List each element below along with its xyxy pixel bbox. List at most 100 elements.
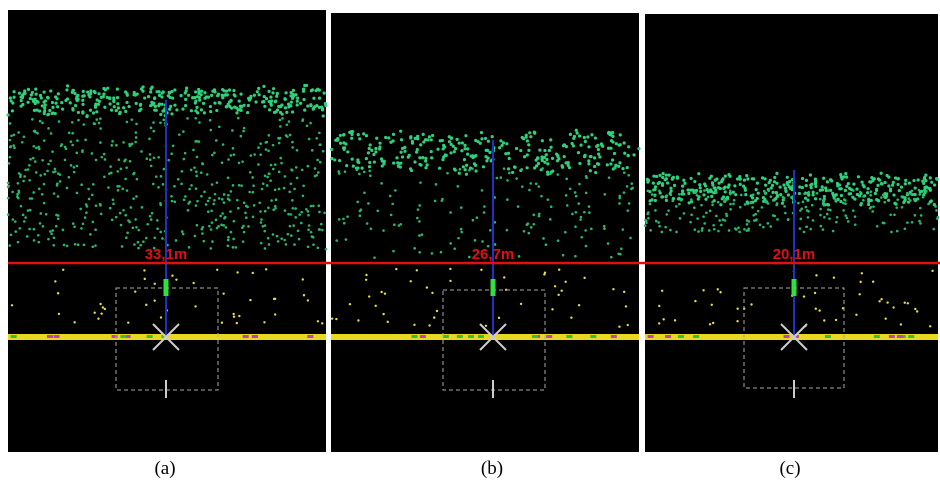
canopy-point	[94, 244, 97, 247]
canopy-point	[31, 197, 34, 200]
canopy-point	[207, 210, 210, 213]
canopy-point	[910, 193, 913, 196]
canopy-point	[66, 187, 69, 190]
canopy-point	[421, 233, 424, 236]
canopy-point	[562, 254, 565, 257]
canopy-point	[369, 143, 372, 146]
canopy-point	[363, 171, 366, 174]
canopy-point	[216, 181, 219, 184]
canopy-point	[525, 136, 528, 139]
canopy-point	[670, 194, 673, 197]
canopy-point	[230, 107, 233, 110]
canopy-point	[506, 179, 509, 182]
canopy-point	[29, 158, 32, 161]
canopy-point	[613, 152, 616, 155]
canopy-point	[195, 187, 198, 190]
canopy-point	[805, 225, 808, 228]
canopy-point	[584, 154, 587, 157]
understory-point	[104, 308, 106, 310]
canopy-point	[508, 157, 511, 160]
canopy-point	[895, 206, 898, 209]
understory-point	[736, 320, 738, 322]
canopy-point	[809, 228, 812, 231]
canopy-point	[223, 201, 226, 204]
canopy-point	[312, 107, 315, 110]
ground-point	[112, 335, 118, 338]
canopy-point	[690, 214, 693, 217]
canopy-point	[272, 208, 275, 211]
understory-point	[331, 317, 333, 319]
canopy-point	[275, 95, 278, 98]
canopy-point	[816, 192, 819, 195]
canopy-point	[198, 121, 201, 124]
canopy-point	[782, 196, 785, 199]
canopy-point	[474, 239, 477, 242]
canopy-point	[239, 93, 242, 96]
canopy-point	[649, 229, 652, 232]
canopy-point	[654, 195, 657, 198]
understory-point	[236, 271, 238, 273]
canopy-point	[565, 194, 568, 197]
canopy-point	[473, 162, 476, 165]
canopy-point	[87, 188, 90, 191]
canopy-point	[100, 213, 103, 216]
canopy-point	[229, 210, 232, 213]
canopy-point	[699, 190, 702, 193]
canopy-point	[575, 129, 578, 132]
understory-point	[835, 319, 837, 321]
canopy-point	[882, 194, 885, 197]
canopy-point	[159, 121, 162, 124]
canopy-point	[935, 209, 938, 212]
canopy-point	[291, 141, 294, 144]
canopy-point	[143, 96, 146, 99]
canopy-point	[759, 223, 762, 226]
canopy-point	[880, 182, 883, 185]
canopy-point	[393, 223, 396, 226]
canopy-point	[862, 195, 865, 198]
canopy-point	[287, 102, 290, 105]
canopy-point	[392, 161, 395, 164]
canopy-point	[195, 170, 198, 173]
canopy-point	[240, 105, 243, 108]
canopy-point	[867, 203, 870, 206]
canopy-point	[7, 182, 10, 185]
canopy-point	[318, 89, 321, 92]
canopy-point	[383, 160, 386, 163]
canopy-point	[23, 220, 26, 223]
canopy-point	[57, 92, 60, 95]
canopy-point	[702, 193, 705, 196]
canopy-point	[187, 209, 190, 212]
canopy-point	[661, 176, 664, 179]
understory-point	[134, 290, 136, 292]
canopy-point	[211, 183, 214, 186]
ground-point	[611, 335, 617, 338]
canopy-point	[755, 218, 758, 221]
canopy-point	[586, 135, 589, 138]
canopy-point	[434, 200, 437, 203]
canopy-point	[356, 160, 359, 163]
canopy-point	[290, 234, 293, 237]
canopy-point	[783, 205, 786, 208]
canopy-point	[235, 107, 238, 110]
canopy-point	[195, 106, 198, 109]
canopy-point	[481, 189, 484, 192]
canopy-point	[583, 211, 586, 214]
canopy-point	[709, 210, 712, 213]
canopy-point	[835, 221, 838, 224]
canopy-point	[309, 122, 312, 125]
canopy-point	[351, 130, 354, 133]
canopy-point	[137, 247, 140, 250]
canopy-point	[262, 85, 265, 88]
canopy-point	[482, 165, 485, 168]
canopy-point	[76, 139, 79, 142]
canopy-point	[73, 92, 76, 95]
canopy-point	[504, 152, 507, 155]
canopy-point	[208, 197, 211, 200]
canopy-point	[125, 236, 128, 239]
canopy-point	[852, 182, 855, 185]
canopy-point	[267, 149, 270, 152]
canopy-point	[637, 147, 640, 150]
canopy-point	[231, 129, 234, 132]
canopy-point	[149, 158, 152, 161]
understory-point	[433, 316, 435, 318]
